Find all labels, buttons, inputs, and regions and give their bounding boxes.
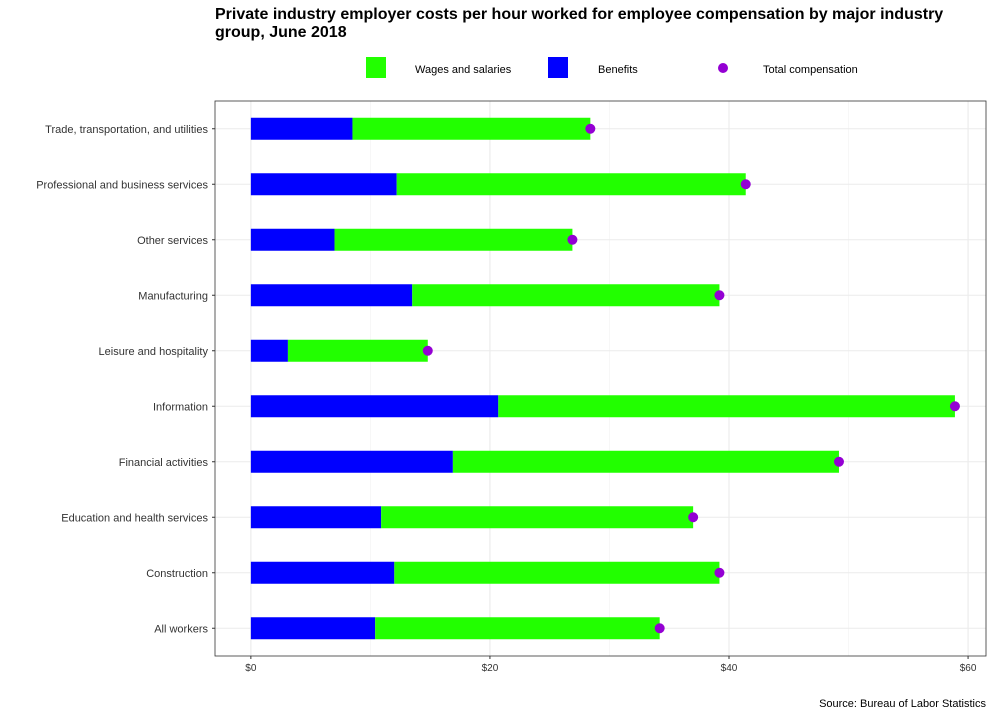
bar-wages-and-salaries-all-workers bbox=[375, 617, 660, 640]
bar-wages-and-salaries-leisure-and-hospitality bbox=[287, 339, 428, 362]
legend-key-total-compensation bbox=[718, 63, 728, 73]
x-tick-label: $40 bbox=[721, 663, 738, 674]
legend-key-wages-and-salaries bbox=[366, 57, 386, 78]
point-total-education-and-health-services bbox=[688, 512, 699, 523]
point-total-professional-and-business-services bbox=[740, 179, 751, 190]
point-total-information bbox=[949, 401, 960, 412]
point-total-manufacturing bbox=[714, 290, 725, 301]
x-tick-label: $20 bbox=[482, 663, 499, 674]
x-tick-label: $60 bbox=[960, 663, 977, 674]
point-total-leisure-and-hospitality bbox=[422, 345, 433, 356]
y-tick-label: Construction bbox=[146, 568, 208, 580]
bar-wages-and-salaries-construction bbox=[394, 561, 720, 584]
bar-wages-and-salaries-information bbox=[498, 395, 955, 418]
chart-title: Private industry employer costs per hour… bbox=[215, 6, 944, 41]
y-axis: Trade, transportation, and utilities Prof… bbox=[36, 124, 215, 635]
y-tick-label: Manufacturing bbox=[138, 290, 208, 302]
bar-wages-and-salaries-trade-transportation-and-utilities bbox=[352, 117, 591, 140]
y-tick-label: All workers bbox=[154, 623, 208, 635]
legend: Wages and salaries Benefits Total compensa… bbox=[366, 57, 858, 78]
x-axis: $0 $20 $40 $60 bbox=[245, 656, 977, 674]
x-tick-label: $0 bbox=[245, 663, 257, 674]
bar-wages-and-salaries-professional-and-business-services bbox=[396, 173, 746, 196]
legend-key-benefits bbox=[548, 57, 568, 78]
bar-benefits-trade-transportation-and-utilities bbox=[250, 117, 353, 140]
bars bbox=[250, 117, 955, 640]
bar-benefits-leisure-and-hospitality bbox=[250, 339, 288, 362]
bar-wages-and-salaries-education-and-health-services bbox=[381, 506, 694, 529]
point-total-trade-transportation-and-utilities bbox=[585, 123, 596, 134]
bar-wages-and-salaries-manufacturing bbox=[412, 284, 720, 307]
panel-border bbox=[214, 100, 987, 657]
y-tick-label: Other services bbox=[137, 235, 208, 247]
legend-label-total-compensation: Total compensation bbox=[763, 64, 858, 76]
bar-benefits-construction bbox=[250, 561, 395, 584]
bar-benefits-professional-and-business-services bbox=[250, 173, 397, 196]
y-tick-label: Professional and business services bbox=[36, 179, 208, 191]
bar-benefits-other-services bbox=[250, 228, 335, 251]
bar-benefits-financial-activities bbox=[250, 450, 453, 473]
y-tick-label: Financial activities bbox=[119, 457, 209, 469]
bar-benefits-information bbox=[250, 395, 499, 418]
bar-benefits-manufacturing bbox=[250, 284, 413, 307]
legend-label-wages-and-salaries: Wages and salaries bbox=[415, 64, 512, 76]
point-total-all-workers bbox=[654, 623, 665, 634]
bar-wages-and-salaries-other-services bbox=[334, 228, 573, 251]
point-total-construction bbox=[714, 567, 725, 578]
y-tick-label: Leisure and hospitality bbox=[99, 346, 209, 358]
y-tick-label: Trade, transportation, and utilities bbox=[45, 124, 208, 136]
points bbox=[422, 123, 960, 634]
legend-label-benefits: Benefits bbox=[598, 64, 638, 76]
source-note: Source: Bureau of Labor Statistics bbox=[819, 698, 986, 710]
point-total-other-services bbox=[567, 234, 578, 245]
bar-benefits-education-and-health-services bbox=[250, 506, 382, 529]
y-tick-label: Information bbox=[153, 401, 208, 413]
y-tick-label: Education and health services bbox=[61, 512, 208, 524]
bar-benefits-all-workers bbox=[250, 617, 376, 640]
bar-wages-and-salaries-financial-activities bbox=[452, 450, 839, 473]
point-total-financial-activities bbox=[833, 456, 844, 467]
